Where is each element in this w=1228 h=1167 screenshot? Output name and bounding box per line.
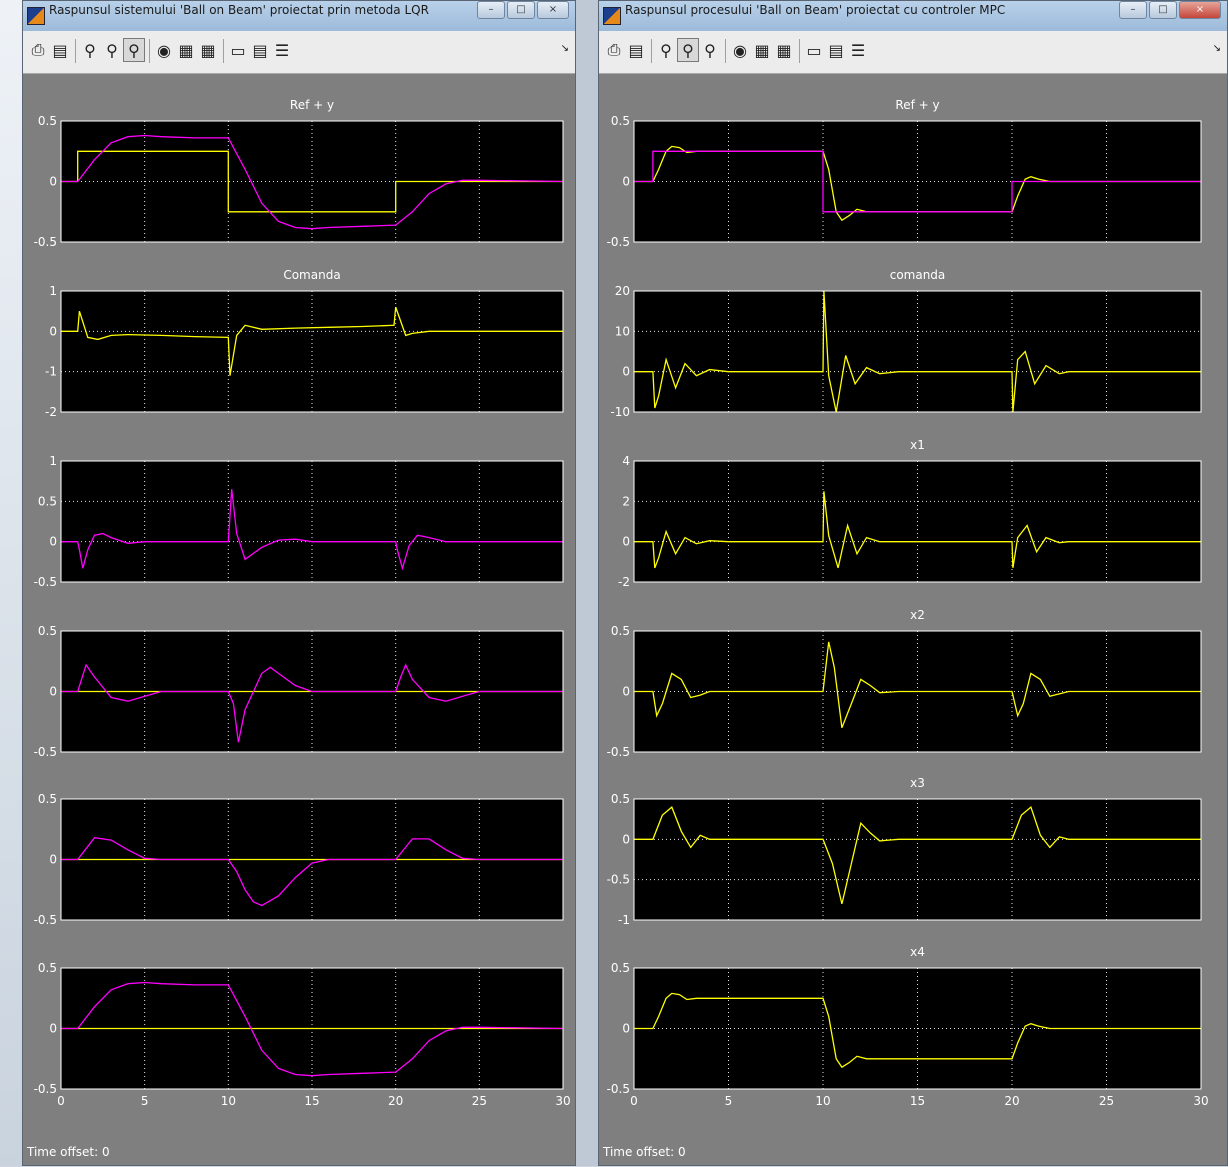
- y-tick-label: 0: [622, 1022, 630, 1036]
- y-tick-label: 0.5: [611, 114, 630, 128]
- y-tick-label: -0.5: [34, 235, 57, 249]
- time-offset-label: Time offset:: [27, 1145, 98, 1159]
- y-tick-label: -0.5: [607, 235, 630, 249]
- y-tick-label: 0.5: [38, 624, 57, 638]
- y-tick-label: 1: [49, 454, 57, 468]
- x-tick-label: 0: [630, 1094, 638, 1108]
- plot-title: x3: [910, 776, 925, 790]
- plot-title: x4: [910, 945, 925, 959]
- y-tick-label: 20: [615, 284, 630, 298]
- x-tick-label: 25: [472, 1094, 487, 1108]
- status-bar: Time offset: 0: [23, 1139, 575, 1165]
- x-tick-label: 30: [1193, 1094, 1208, 1108]
- plot-title: comanda: [890, 268, 946, 282]
- y-tick-label: 0.5: [611, 792, 630, 806]
- y-tick-label: 0: [49, 1022, 57, 1036]
- time-offset-value: 0: [678, 1145, 686, 1159]
- y-tick-label: 0.5: [38, 114, 57, 128]
- y-tick-label: -0.5: [34, 575, 57, 589]
- plot-panel-3[interactable]: 1 0.5 0 -0.5: [34, 454, 563, 589]
- y-tick-label: -0.5: [607, 745, 630, 759]
- x-tick-label: 20: [388, 1094, 403, 1108]
- plot-panel-5[interactable]: 0.5 0 -0.5 -1 x3: [607, 776, 1201, 927]
- x-tick-label: 5: [725, 1094, 733, 1108]
- y-tick-label: 0: [49, 535, 57, 549]
- plot-title: Ref + y: [290, 98, 334, 112]
- y-tick-label: -0.5: [607, 1082, 630, 1096]
- y-tick-label: 0.5: [38, 961, 57, 975]
- y-tick-label: -0.5: [34, 1082, 57, 1096]
- y-tick-label: 2: [622, 494, 630, 508]
- y-tick-label: 0: [622, 535, 630, 549]
- y-tick-label: 0: [49, 685, 57, 699]
- plot-panel-1[interactable]: 0.5 0 -0.5 Ref + y: [34, 98, 563, 249]
- y-tick-label: 4: [622, 454, 630, 468]
- x-tick-label: 5: [141, 1094, 149, 1108]
- y-tick-label: 0: [49, 175, 57, 189]
- y-tick-label: -10: [610, 405, 630, 419]
- x-tick-label: 25: [1099, 1094, 1114, 1108]
- y-tick-label: 0: [622, 832, 630, 846]
- y-tick-label: 0.5: [611, 624, 630, 638]
- y-tick-label: -1: [618, 913, 630, 927]
- y-tick-label: 0: [49, 324, 57, 338]
- desktop-background-left: [0, 0, 22, 1166]
- y-tick-label: -2: [45, 405, 57, 419]
- y-tick-label: 0: [622, 175, 630, 189]
- y-tick-label: -1: [45, 365, 57, 379]
- y-tick-label: 0.5: [38, 792, 57, 806]
- plot-panel-2[interactable]: 20 10 0 -10 comanda: [610, 268, 1201, 419]
- x-tick-label: 0: [57, 1094, 65, 1108]
- plot-title: Comanda: [283, 268, 340, 282]
- x-tick-label: 15: [910, 1094, 925, 1108]
- x-tick-label: 15: [304, 1094, 319, 1108]
- y-tick-label: 0.5: [38, 494, 57, 508]
- plot-panel-1[interactable]: 0.5 0 -0.5 Ref + y: [607, 98, 1201, 249]
- y-tick-label: 0.5: [611, 961, 630, 975]
- scope-window-mpc: Raspunsul procesului 'Ball on Beam' proi…: [598, 0, 1228, 1166]
- y-tick-label: -2: [618, 575, 630, 589]
- status-bar: Time offset: 0: [599, 1139, 1227, 1165]
- x-tick-label: 10: [221, 1094, 236, 1108]
- plot-panel-3[interactable]: 4 2 0 -2 x1: [618, 438, 1201, 589]
- scope-window-lqr: Raspunsul sistemului 'Ball on Beam' proi…: [22, 0, 576, 1166]
- scope-plots: 0.50-0.5Ref + y20100-10comanda420-2x10.5…: [599, 1, 1228, 1167]
- y-tick-label: 0: [49, 853, 57, 867]
- plot-panel-6[interactable]: 0.50-0.50 5 10 15 20 25 30: [34, 961, 571, 1108]
- time-offset-label: Time offset:: [603, 1145, 674, 1159]
- plot-title: x2: [910, 608, 925, 622]
- plot-panel-4[interactable]: 0.5 0 -0.5 x2: [607, 608, 1201, 759]
- y-tick-label: -0.5: [34, 745, 57, 759]
- plot-title: x1: [910, 438, 925, 452]
- y-tick-label: 10: [615, 324, 630, 338]
- plot-panel-4[interactable]: 0.5 0 -0.5: [34, 624, 563, 759]
- plot-title: Ref + y: [895, 98, 939, 112]
- plot-panel-2[interactable]: 1 0 -1 -2 Comanda: [45, 268, 563, 419]
- y-tick-label: -0.5: [34, 913, 57, 927]
- x-tick-label: 30: [555, 1094, 570, 1108]
- desktop-background-middle: [576, 0, 598, 1166]
- y-tick-label: 0: [622, 685, 630, 699]
- time-offset-value: 0: [102, 1145, 110, 1159]
- y-tick-label: 0: [622, 365, 630, 379]
- plot-panel-5[interactable]: 0.5 0 -0.5: [34, 792, 563, 927]
- x-tick-label: 10: [815, 1094, 830, 1108]
- y-tick-label: -0.5: [607, 873, 630, 887]
- x-tick-label: 20: [1004, 1094, 1019, 1108]
- y-tick-label: 1: [49, 284, 57, 298]
